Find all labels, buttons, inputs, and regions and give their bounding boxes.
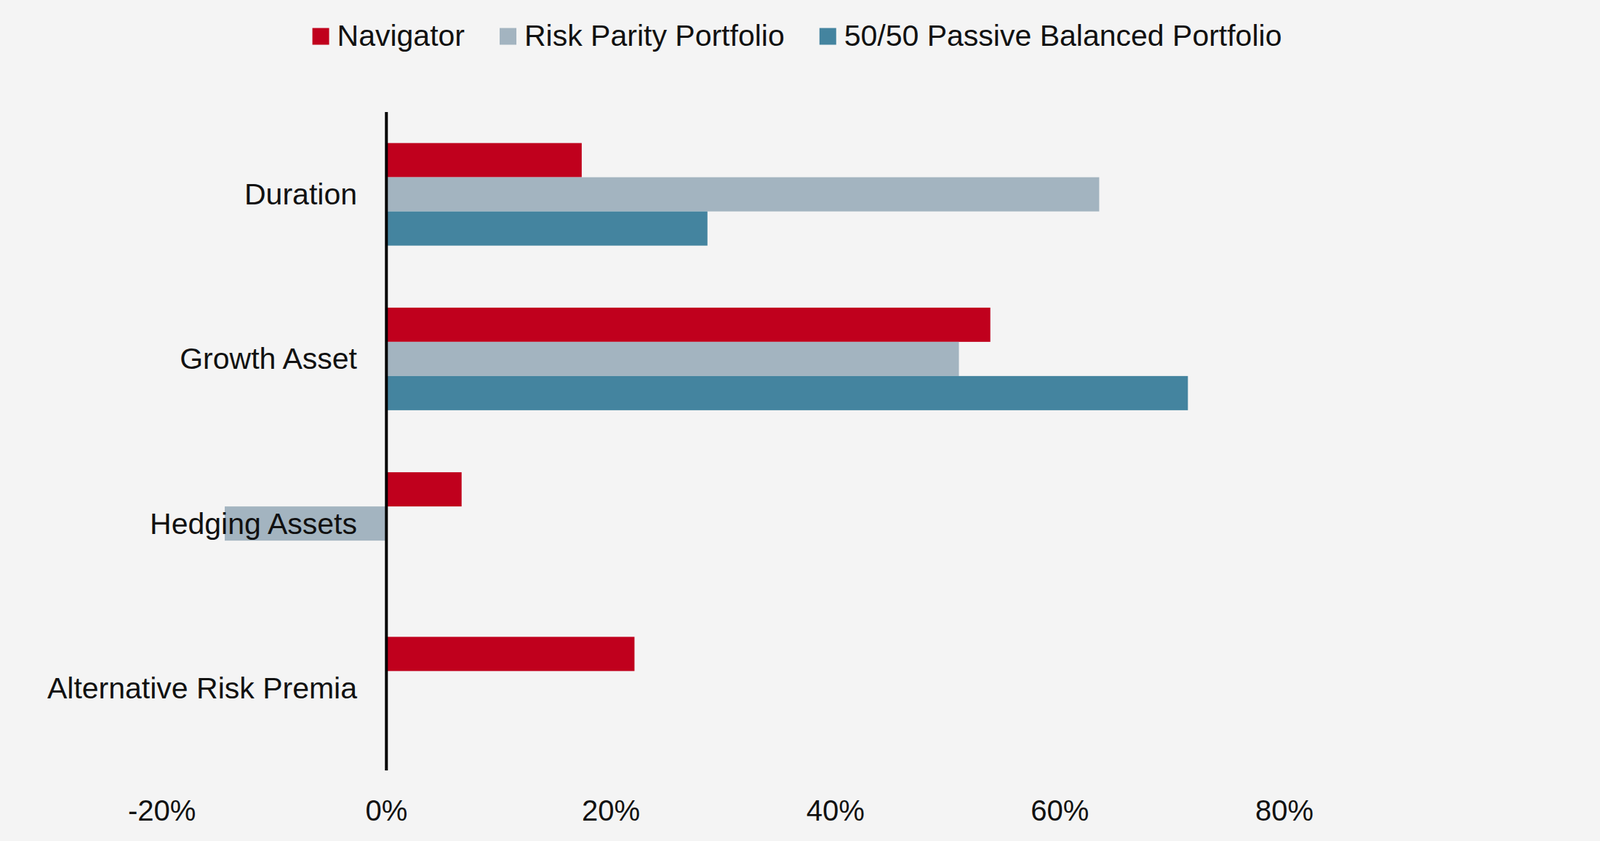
bar (386, 211, 707, 246)
bars (224, 143, 1188, 672)
category-label: Duration (244, 177, 358, 211)
legend-label: 50/50 Passive Balanced Portfolio (844, 18, 1283, 53)
bar (386, 177, 1099, 212)
legend-swatch (312, 28, 330, 46)
legend-label: Navigator (337, 18, 465, 53)
legend-swatch (499, 28, 517, 46)
tick-label: 40% (806, 794, 865, 827)
bar (386, 472, 462, 507)
bar (386, 376, 1188, 411)
category-label: Hedging Assets (149, 506, 358, 541)
bar (386, 636, 635, 671)
bar (386, 341, 959, 376)
tick-label: -20% (128, 794, 196, 827)
tick-label: 80% (1255, 794, 1314, 827)
tick-label: 0% (365, 794, 408, 827)
bar (386, 307, 990, 342)
tick-label: 20% (581, 794, 640, 827)
category-label: Growth Asset (179, 341, 358, 376)
legend-swatch (819, 28, 837, 46)
bar (386, 143, 582, 178)
axis-line (384, 112, 388, 771)
category-label: Alternative Risk Premia (47, 671, 358, 705)
chart: Duration Growth Asset Hedging Assets Altern… (0, 0, 1600, 841)
legend: Navigator Risk Parity Portfolio 50/50 Pass… (312, 18, 1283, 53)
background (0, 0, 1600, 841)
legend-label: Risk Parity Portfolio (524, 18, 785, 53)
tick-label: 60% (1030, 794, 1089, 827)
